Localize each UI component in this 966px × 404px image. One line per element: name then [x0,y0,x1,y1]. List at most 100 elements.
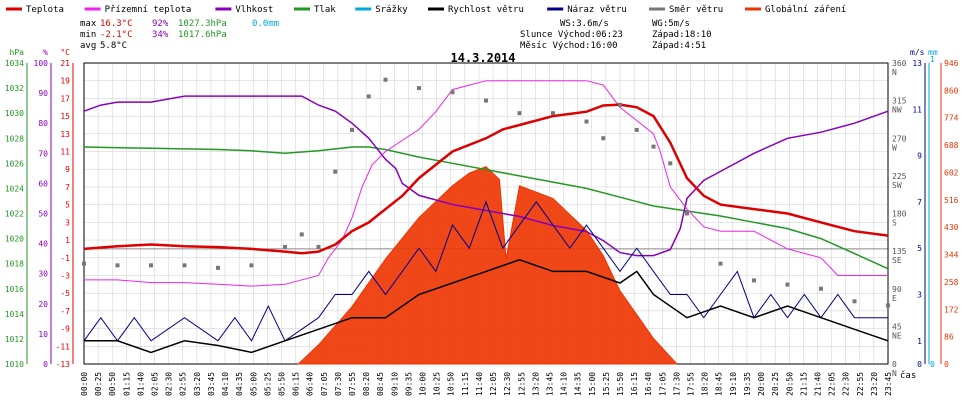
wind-direction-point [299,232,304,237]
x-tick-label: 05:50 [277,372,286,396]
wind-tick: 13 [912,59,922,68]
wind-gust-line [83,200,888,342]
stat-max-temp: 16.3°C [100,19,133,29]
direction-tick: 315 [892,97,907,106]
wind-direction-point [718,261,723,266]
x-axis-label: čas [900,370,916,381]
temperature-tick: 9 [65,165,70,174]
x-tick-label: 12:05 [489,372,498,396]
x-tick-label: 18:20 [701,372,710,396]
pressure-axis-label: hPa [10,48,25,57]
radiation-tick: 0 [944,360,949,369]
x-tick-label: 20:25 [771,372,780,396]
rain-tick: 0 [930,360,935,369]
pressure-tick: 1032 [5,84,24,93]
humidity-axis-label: % [43,48,48,57]
wind-direction-point [551,111,555,116]
pressure-line [83,146,889,270]
direction-tick-compass: W [892,143,897,152]
wind-direction-point [366,94,371,99]
x-tick-label: 01:40 [136,372,145,396]
axes: 1034103210301028102610241022102010181016… [5,48,959,378]
pressure-tick: 1028 [5,134,24,143]
wind-direction-point [785,282,790,287]
wind-direction-point [618,102,622,107]
stat-avg-temp: 5.8°C [100,41,127,51]
moon-set-info: Západ:4:51 [652,41,706,51]
humidity-tick: 100 [34,59,49,68]
pressure-tick: 1030 [5,109,24,118]
wind-direction-point [216,265,220,270]
direction-tick: 180 [892,210,907,219]
temperature-tick: 5 [65,201,70,210]
humidity-tick: 0 [43,360,48,369]
wind-direction-point [517,111,522,116]
x-tick-label: 15:50 [616,372,625,396]
pressure-tick: 1020 [5,235,24,244]
x-tick-label: 22:55 [856,372,865,396]
x-tick-label: 10:50 [447,372,456,396]
x-tick-label: 05:00 [249,372,258,396]
legend-label-7: Směr větru [669,5,723,15]
x-tick-label: 13:45 [545,372,554,396]
wind-direction-point [651,144,656,149]
x-tick-label: 07:30 [334,372,343,396]
direction-tick-compass: N [892,369,897,378]
x-tick-label: 03:45 [207,372,216,396]
direction-tick-compass: SE [892,256,902,265]
wind-direction-point [283,244,287,249]
wind-direction-point [450,90,455,95]
data-series [82,77,890,354]
wind-direction-point [668,161,673,166]
x-tick-label: 07:05 [320,372,329,396]
humidity-tick: 50 [38,210,48,219]
humidity-tick: 20 [38,300,48,309]
temperature-line [83,103,889,255]
x-tick-label: 20:00 [757,372,766,396]
stat-max-hum: 92% [152,19,169,29]
x-tick-label: 12:30 [503,372,512,396]
x-tick-label: 00:50 [108,372,117,396]
temperature-tick: -1 [60,254,70,263]
direction-tick: 0 [892,360,897,369]
legend-label-4: Srážky [375,5,408,15]
x-tick-label: 17:55 [687,372,696,396]
temperature-tick: -11 [56,342,71,351]
wind-tick: 11 [912,105,922,114]
wind-direction-point [601,136,606,141]
wind-direction-point [350,127,354,132]
x-tick-label: 18:45 [715,372,724,396]
wind-tick: 7 [917,198,922,207]
temperature-tick: 15 [60,112,70,121]
ground-temp-line [84,80,888,287]
x-tick-label: 21:15 [799,372,808,396]
wind-direction-point [752,278,756,283]
sun-set-info: Západ:18:10 [652,30,712,40]
stat-max-rain: 0.0mm [252,19,279,29]
wind-direction-point [182,263,187,268]
wind-tick: 1 [917,337,922,346]
x-tick-label: 11:15 [461,372,470,396]
wind-direction-point [333,169,338,174]
humidity-tick: 80 [38,119,48,128]
wind-tick: 3 [917,291,922,300]
pressure-tick: 1024 [5,184,24,193]
x-tick-label: 17:30 [672,372,681,396]
direction-tick-compass: E [892,294,897,303]
temperature-tick: -13 [56,360,71,369]
wind-direction-point [316,244,321,249]
x-tick-label: 19:10 [729,372,738,396]
humidity-tick: 40 [38,240,48,249]
pressure-tick: 1016 [5,285,24,294]
x-tick-label: 09:10 [390,372,399,396]
wind-direction-point [634,127,639,132]
x-tick-label: 23:45 [884,372,893,396]
wind-direction-point [819,286,823,291]
direction-tick-compass: NE [892,331,902,340]
legend-label-6: Náraz větru [567,5,627,15]
temperature-tick: 3 [65,218,70,227]
x-tick-label: 06:15 [292,372,301,396]
wind-direction-point [417,86,421,91]
